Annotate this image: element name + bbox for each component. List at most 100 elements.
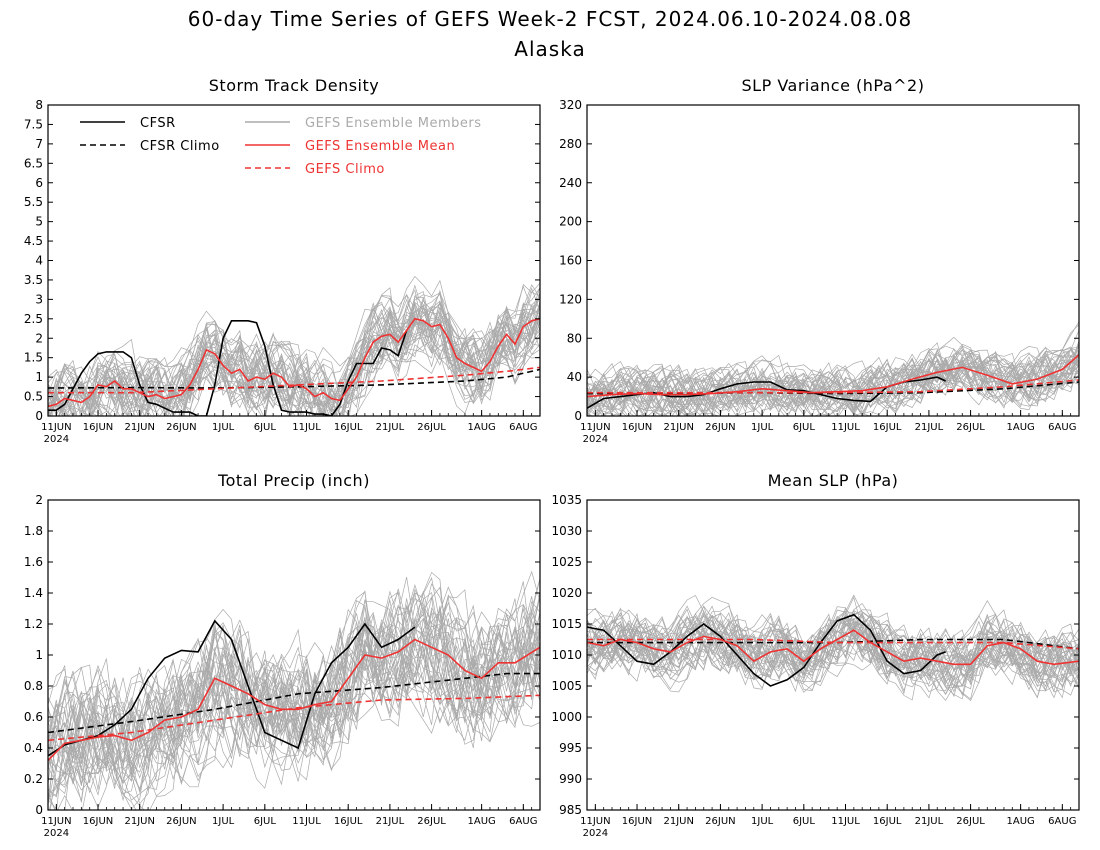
ensemble-member-line xyxy=(48,589,540,798)
legend-gefs-climo-label: GEFS Climo xyxy=(305,162,385,177)
legend-cfsr-climo-label: CFSR Climo xyxy=(140,139,220,154)
y-tick-label: 6 xyxy=(35,176,43,190)
y-tick-label: 1030 xyxy=(551,524,582,538)
x-tick-label: 6AUG xyxy=(509,816,537,827)
ensemble-member-line xyxy=(587,614,1079,687)
x-tick-label: 1JUL xyxy=(212,816,235,827)
y-tick-label: 2 xyxy=(35,493,43,507)
y-tick-label: 2.5 xyxy=(24,312,43,326)
x-tick-label: 16JUN xyxy=(83,816,113,827)
gefs-climo-line xyxy=(48,366,540,394)
plot-area xyxy=(587,321,1079,416)
y-tick-label: 280 xyxy=(559,137,582,151)
panel-2: SLP Variance (hPa^2) 0 40 80 120 160 200 240 280… xyxy=(559,76,1080,445)
panels: Storm Track Density 0 0.5 1 1.5 2 2.5 3 3.5 4 4.5 5… xyxy=(24,76,1080,839)
x-tick-label: 21JUN xyxy=(124,816,154,827)
y-tick-label: 40 xyxy=(567,370,582,384)
y-tick-label: 0.8 xyxy=(24,679,43,693)
y-tick-label: 0 xyxy=(574,409,582,423)
x-tick-label: 6JUL xyxy=(254,422,277,433)
y-tick-label: 2 xyxy=(35,331,43,345)
ensemble-member-line xyxy=(587,347,1079,413)
gefs-climo-line xyxy=(587,638,1079,650)
ensemble-member-line xyxy=(49,307,540,416)
ensemble-member-line xyxy=(48,275,540,416)
y-tick-label: 5.5 xyxy=(24,195,43,209)
x-year-label: 2024 xyxy=(44,434,69,445)
ensemble-member-line xyxy=(587,613,1079,692)
panel-4: Mean SLP (hPa) 985 990 995 1000 1005 1010 1015 1… xyxy=(551,471,1080,839)
x-tick-label: 26JUN xyxy=(705,816,735,827)
x-tick-label: 6AUG xyxy=(1048,422,1076,433)
ensemble-member-line xyxy=(587,356,1079,416)
x-tick-label: 1JUL xyxy=(212,422,235,433)
y-tick-label: 1025 xyxy=(551,555,582,569)
ensemble-member-line xyxy=(587,336,1079,416)
x-tick-label: 16JUN xyxy=(622,816,652,827)
y-tick-label: 0.2 xyxy=(24,772,43,786)
x-tick-label: 1JUL xyxy=(751,422,774,433)
cfsr-climo-line xyxy=(587,381,1079,395)
cfsr-climo-line xyxy=(48,368,540,389)
ensemble-member-line xyxy=(587,348,1079,413)
y-tick-label: 1005 xyxy=(551,679,582,693)
x-tick-label: 26JUL xyxy=(956,422,985,433)
x-tick-label: 11JUN xyxy=(580,422,610,433)
y-tick-label: 0.5 xyxy=(24,390,43,404)
y-tick-label: 200 xyxy=(559,215,582,229)
ensemble-member-line xyxy=(587,352,1079,416)
x-tick-label: 21JUL xyxy=(376,816,405,827)
y-tick-label: 7.5 xyxy=(24,117,43,131)
x-tick-label: 6AUG xyxy=(1048,816,1076,827)
y-tick-label: 985 xyxy=(559,803,582,817)
panel-title: Mean SLP (hPa) xyxy=(768,471,899,490)
y-tick-label: 1.5 xyxy=(24,351,43,365)
panel-1: Storm Track Density 0 0.5 1 1.5 2 2.5 3 3.5 4 4.5 5… xyxy=(24,76,541,445)
x-tick-label: 21JUL xyxy=(915,422,944,433)
ensemble-member-line xyxy=(48,571,540,810)
x-tick-label: 6JUL xyxy=(793,816,816,827)
y-tick-label: 1.2 xyxy=(24,617,43,631)
ensemble-member-line xyxy=(48,320,540,416)
y-tick-label: 995 xyxy=(559,741,582,755)
legend-ens-mean-label: GEFS Ensemble Mean xyxy=(305,139,455,154)
ensemble-member-line xyxy=(587,614,1079,702)
ensemble-member-line xyxy=(48,594,540,766)
ensemble-members xyxy=(587,321,1079,416)
ensemble-member-line xyxy=(587,352,1079,416)
ensemble-member-line xyxy=(48,302,540,416)
x-tick-label: 11JUL xyxy=(292,816,321,827)
ensemble-member-line xyxy=(587,607,1079,693)
legend-cfsr-label: CFSR xyxy=(140,116,176,131)
y-tick-label: 3.5 xyxy=(24,273,43,287)
ensemble-member-line xyxy=(587,611,1079,700)
ensemble-member-line xyxy=(48,301,540,416)
ensemble-member-line xyxy=(587,347,1079,416)
x-tick-label: 16JUN xyxy=(83,422,113,433)
ensemble-member-line xyxy=(587,612,1079,681)
ensemble-member-line xyxy=(49,590,540,810)
cfsr-line xyxy=(48,619,416,757)
x-tick-label: 21JUL xyxy=(915,816,944,827)
y-tick-label: 240 xyxy=(559,176,582,190)
y-tick-label: 1000 xyxy=(551,710,582,724)
ensemble-member-line xyxy=(587,350,1079,416)
x-tick-label: 21JUN xyxy=(663,816,693,827)
y-tick-label: 0 xyxy=(35,803,43,817)
y-tick-label: 1.6 xyxy=(24,555,43,569)
x-tick-label: 26JUL xyxy=(417,816,446,827)
cfsr-line xyxy=(587,613,946,687)
x-tick-label: 11JUL xyxy=(831,422,860,433)
y-tick-label: 1020 xyxy=(551,586,582,600)
y-tick-label: 1015 xyxy=(551,617,582,631)
y-tick-label: 0.4 xyxy=(24,741,43,755)
ensemble-member-line xyxy=(48,591,540,785)
x-tick-label: 6JUL xyxy=(254,816,277,827)
x-tick-label: 26JUL xyxy=(417,422,446,433)
y-tick-label: 1035 xyxy=(551,493,582,507)
y-tick-label: 80 xyxy=(567,331,582,345)
ensemble-members xyxy=(48,275,540,416)
gefs-climo-line xyxy=(48,694,540,742)
